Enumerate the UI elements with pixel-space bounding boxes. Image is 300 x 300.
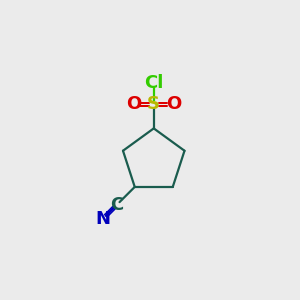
Text: N: N [95, 210, 110, 228]
Text: S: S [147, 95, 160, 113]
Text: O: O [126, 95, 142, 113]
Text: C: C [110, 196, 123, 214]
Text: O: O [166, 95, 181, 113]
Text: Cl: Cl [144, 74, 164, 92]
